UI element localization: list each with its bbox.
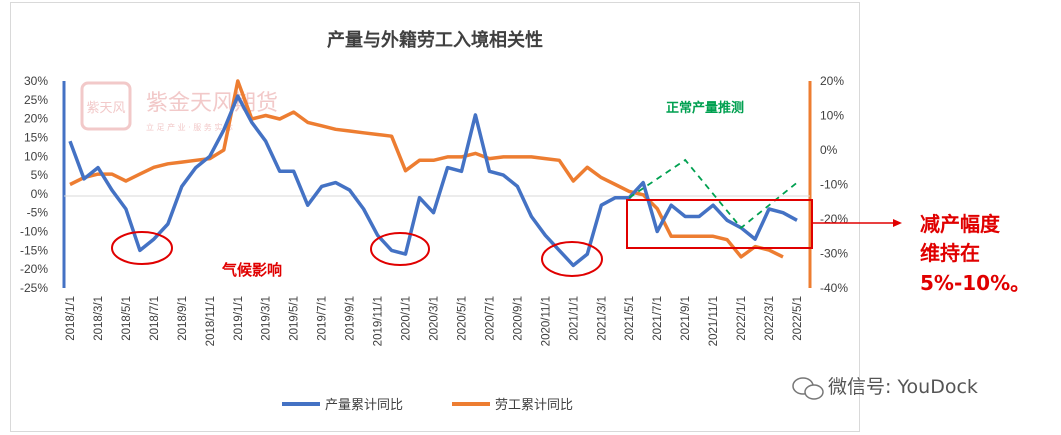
circle-annotation-2021 — [541, 241, 603, 277]
projection-label: 正常产量推测 — [666, 100, 744, 116]
x-tick-label: 2020/9/1 — [512, 296, 524, 341]
right-tick-label: -40% — [820, 281, 848, 295]
x-tick-label: 2021/9/1 — [680, 296, 692, 341]
x-tick-label: 2018/7/1 — [149, 296, 161, 341]
series-layer — [68, 79, 798, 268]
left-tick-label: -10% — [20, 225, 48, 239]
left-tick-label: -25% — [20, 281, 48, 295]
watermark-logo — [80, 81, 132, 131]
reduction-arrowhead — [893, 219, 902, 227]
watermark-text: 紫金天风期货 — [146, 91, 278, 116]
legend: 产量累计同比 劳工累计同比 — [282, 397, 573, 413]
right-tick-label: 10% — [820, 109, 844, 123]
x-tick-label: 2019/5/1 — [289, 296, 301, 341]
x-tick-label: 2021/3/1 — [596, 296, 608, 341]
right-tick-label: 20% — [820, 74, 844, 88]
circle-annotation-2020 — [370, 232, 430, 266]
side-note-line-3: 5%-10%。 — [920, 271, 1030, 295]
legend-label-production: 产量累计同比 — [325, 398, 403, 413]
x-tick-label: 2018/11/1 — [205, 296, 217, 346]
watermark-logo-text: 紫天风 — [86, 101, 125, 116]
chart-title: 产量与外籍劳工入境相关性 — [327, 29, 543, 51]
left-tick-label: 30% — [24, 74, 48, 88]
left-tick-label: 15% — [24, 130, 48, 144]
wechat-watermark: 微信号: YouDock — [792, 376, 978, 400]
x-tick-label: 2018/3/1 — [93, 296, 105, 341]
x-tick-label: 2019/11/1 — [373, 296, 385, 346]
x-tick-label: 2019/1/1 — [233, 296, 245, 341]
x-tick-label: 2021/7/1 — [652, 296, 664, 341]
reduction-box — [626, 199, 813, 249]
x-tick-label: 2019/3/1 — [261, 296, 273, 341]
left-tick-label: 20% — [24, 112, 48, 126]
x-tick-label: 2021/5/1 — [624, 296, 636, 341]
x-tick-label: 2022/3/1 — [764, 296, 776, 341]
side-note-line-1: 减产幅度 — [920, 212, 1001, 236]
left-tick-label: -5% — [27, 206, 49, 220]
x-tick-label: 2018/5/1 — [121, 296, 133, 341]
x-tick-label: 2019/9/1 — [345, 296, 357, 341]
wechat-icon-bubble — [804, 384, 824, 400]
side-note-line-2: 维持在 — [920, 241, 980, 265]
x-tick-label: 2018/1/1 — [65, 296, 77, 341]
x-tick-label: 2020/11/1 — [540, 296, 552, 346]
right-tick-label: 0% — [820, 143, 838, 157]
legend-label-labor: 劳工累计同比 — [495, 397, 573, 413]
x-tick-label: 2020/5/1 — [456, 296, 468, 341]
projection-line — [628, 158, 798, 230]
x-tick-label: 2022/5/1 — [792, 296, 804, 341]
watermark: 紫天风 紫金天风期货 立 足 产 业 · 服 务 实 体 — [80, 81, 278, 132]
weather-annotation: 气候影响 — [221, 261, 282, 279]
left-tick-label: -20% — [20, 262, 48, 276]
wechat-id: 微信号: YouDock — [828, 376, 978, 398]
x-tick-label: 2020/3/1 — [429, 296, 441, 341]
right-tick-label: -10% — [820, 178, 848, 192]
x-tick-label: 2018/9/1 — [177, 296, 189, 341]
left-axis-ticks: -25% -20% -15% -10% -5% 0% 5% 10% 15% 20% 25% 30% — [20, 74, 48, 295]
series-line-labor — [69, 79, 784, 259]
left-tick-label: 10% — [24, 149, 48, 163]
left-tick-label: 0% — [31, 187, 49, 201]
x-tick-label: 2019/7/1 — [317, 296, 329, 341]
watermark-sub: 立 足 产 业 · 服 务 实 体 — [146, 122, 233, 132]
circle-annotation-2018 — [111, 231, 173, 265]
left-tick-label: 25% — [24, 93, 48, 107]
x-tick-label: 2021/1/1 — [568, 296, 580, 341]
chart-frame — [10, 2, 860, 432]
left-tick-label: 5% — [31, 168, 49, 182]
right-axis-ticks: -40% -30% -20% -10% 0% 10% 20% — [820, 74, 848, 295]
x-tick-label: 2021/11/1 — [708, 296, 720, 346]
x-tick-label: 2020/1/1 — [401, 296, 413, 341]
x-tick-label: 2022/1/1 — [736, 296, 748, 341]
x-tick-label: 2020/7/1 — [484, 296, 496, 341]
left-tick-label: -15% — [20, 243, 48, 257]
right-tick-label: -30% — [820, 247, 848, 261]
series-line-production — [68, 94, 798, 268]
right-tick-label: -20% — [820, 212, 848, 226]
x-axis-ticks: 2018/1/1 2018/3/1 2018/5/1 2018/7/1 2018/9/1… — [65, 296, 804, 346]
